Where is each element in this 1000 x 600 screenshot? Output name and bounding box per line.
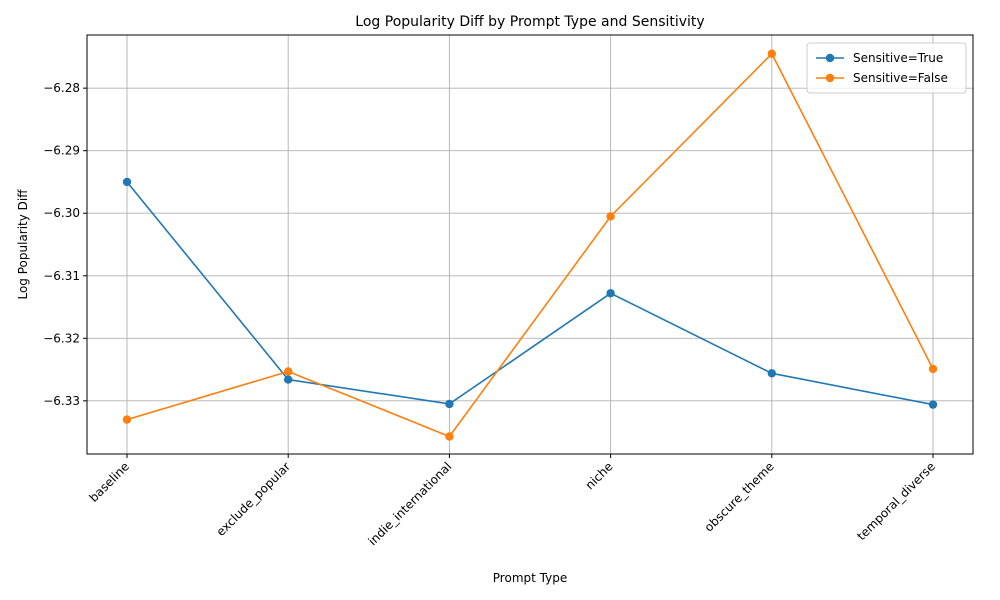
data-point [122,415,132,424]
legend-box [806,42,967,94]
y-tick-label: −6.33 [43,394,80,408]
chart-title: Log Popularity Diff by Prompt Type and S… [355,14,704,30]
series-line [126,181,934,406]
x-tick-label: indie_international [365,459,454,548]
y-tick-label: −6.30 [43,206,80,220]
x-tick-label: temporal_diverse [854,459,938,543]
data-point [928,364,938,374]
y-tick-label: −6.28 [43,81,80,95]
data-point [606,212,615,221]
tick-layer: baseline exclude_popular indie_internation… [43,81,938,548]
legend-label: Sensitive=False [853,71,948,85]
data-point [767,369,776,378]
x-tick-label: obscure_theme [702,459,777,534]
series-1 [122,49,938,441]
y-axis-label: Log Popularity Diff [16,189,30,300]
data-point [606,289,615,298]
data-point [445,432,454,441]
x-axis-label: Prompt Type [493,571,567,585]
grid-layer [87,35,973,454]
y-tick-label: −6.31 [43,269,80,283]
series-line [126,52,934,438]
legend: Sensitive=True Sensitive=False [806,42,967,94]
series-layer [122,49,938,441]
data-point [445,399,454,409]
data-point [122,177,132,187]
series-0 [122,177,938,409]
x-tick-label: niche [583,459,616,492]
x-tick-label: exclude_popular [214,459,294,539]
legend-item: Sensitive=True [816,51,943,65]
y-tick-label: −6.29 [43,144,80,158]
data-point [767,49,776,58]
data-point [284,367,293,376]
legend-label: Sensitive=True [853,51,943,65]
legend-marker [825,73,835,83]
data-point [284,375,293,384]
y-tick-label: −6.32 [43,331,80,345]
x-tick-label: baseline [87,459,132,504]
plot-frame [86,34,974,455]
legend-item: Sensitive=False [816,71,948,85]
legend-marker [825,53,835,63]
data-point [928,400,938,409]
